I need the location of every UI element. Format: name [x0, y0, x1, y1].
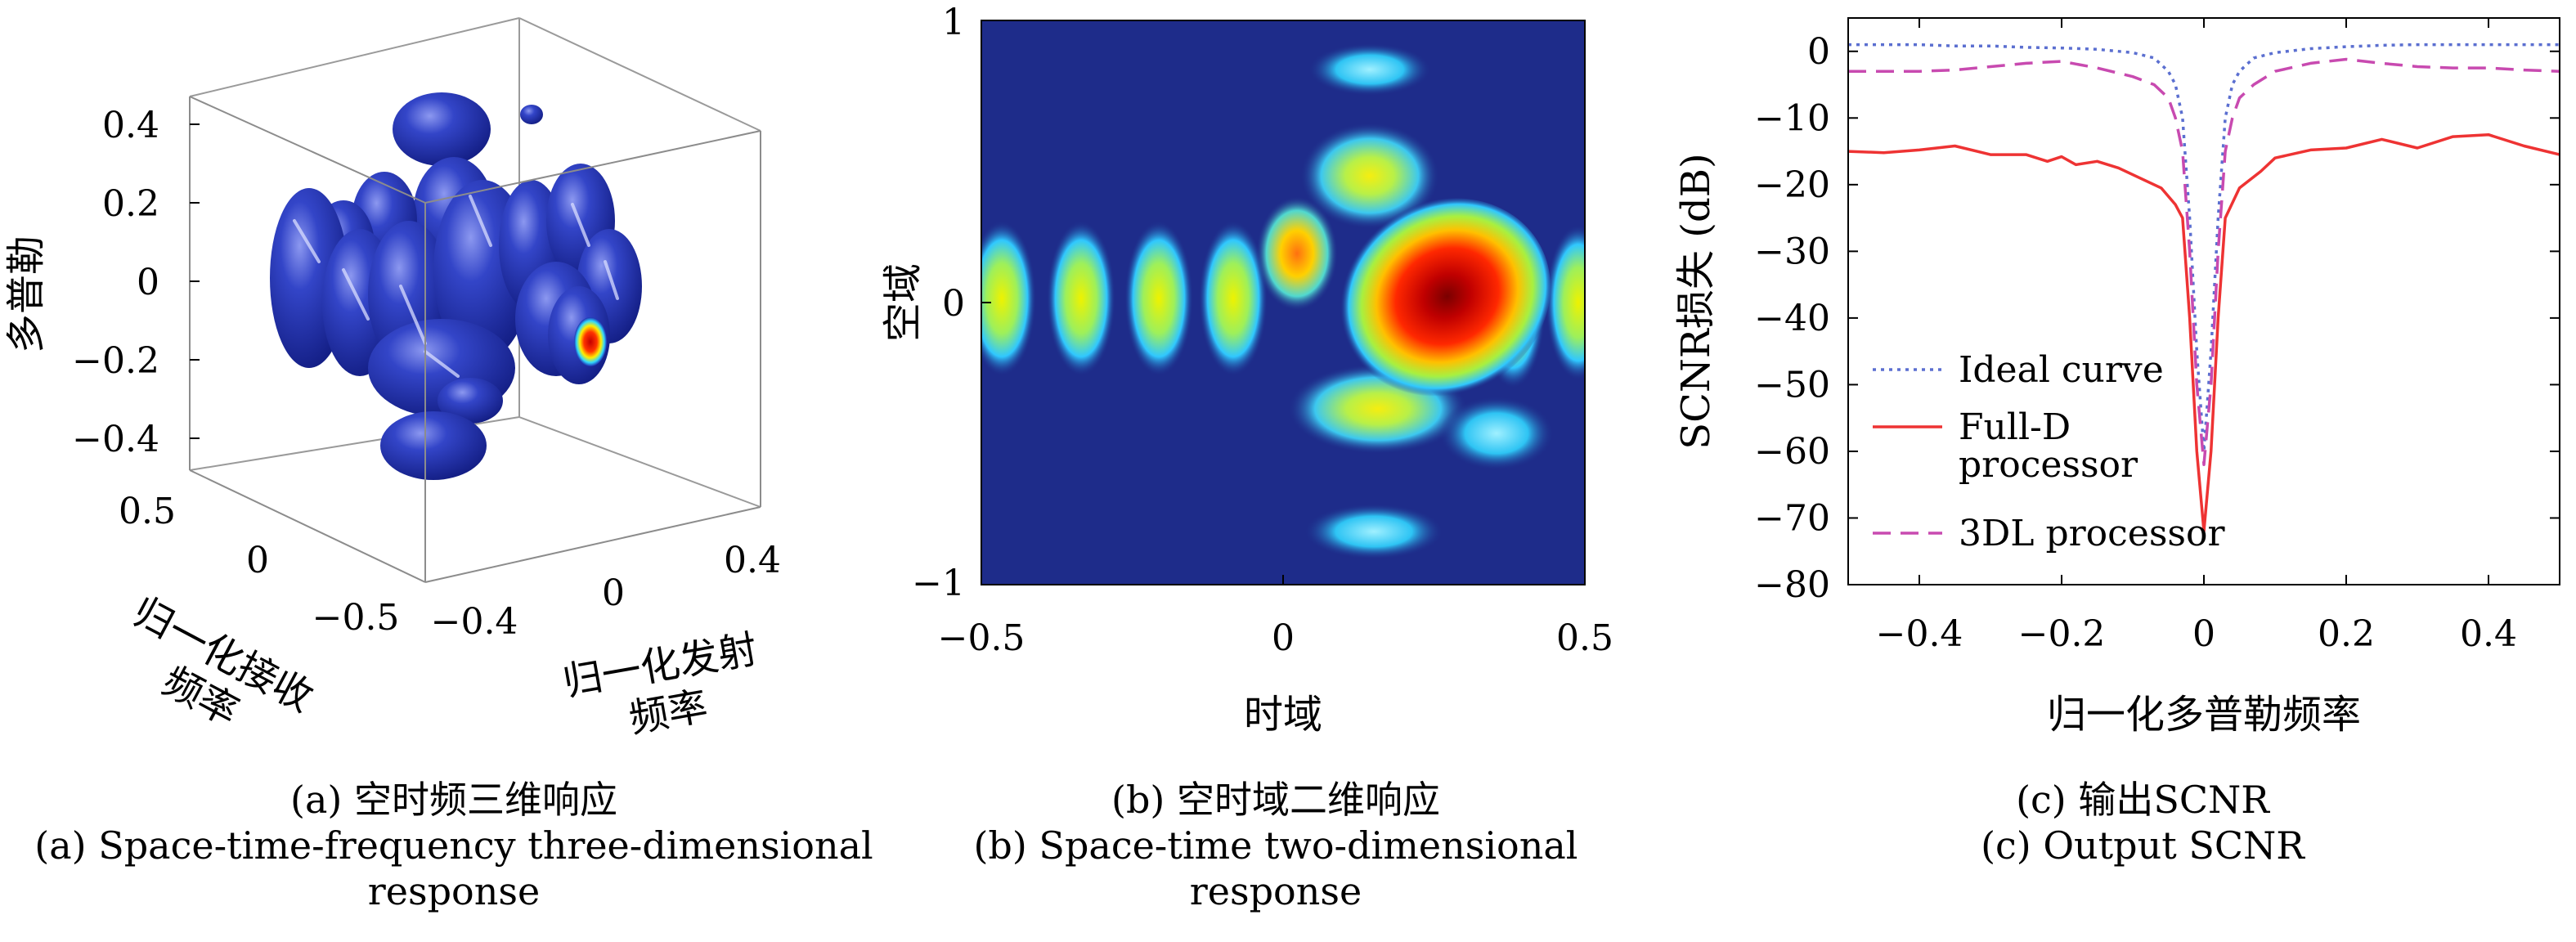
y-tick-label: −40: [1754, 298, 1830, 339]
plot-frame: [1847, 17, 2560, 585]
y-tick-label: −20: [1754, 164, 1830, 206]
caption-cn: (a) 空时频三维响应: [290, 778, 617, 822]
legend-label-1: Ideal curve: [1959, 349, 2164, 391]
x-tick-label: −0.4: [1876, 613, 1963, 655]
series-line-2: [1847, 132, 2560, 533]
x-axis-label: 时域: [1244, 692, 1322, 738]
y-tick-label: 0.4: [724, 540, 781, 581]
y-tick-label: −30: [1754, 231, 1830, 272]
caption-cn: (c) 输出SCNR: [2016, 778, 2269, 822]
legend-label-3: 3DL processor: [1959, 513, 2225, 554]
panel-b-plot: 1 0 −1 −0.5 0 0.5 时域 空域: [880, 2, 1613, 738]
panel-c-plot: 0 −10 −20 −30 −40 −50 −60 −70 −80 −0.4 −0.2 0 0.2 0.4…: [1673, 17, 2560, 738]
z-tick-label: 0.2: [102, 183, 159, 225]
y-axis-label: 空域: [880, 263, 926, 342]
panel-a-plot: 0.4 0.2 0 −0.2 −0.4 0.5 0 −0.5 −0.4 0 0.…: [3, 17, 781, 742]
y-axis-label: SCNR损失 (dB): [1673, 153, 1719, 449]
x-tick-label: 0: [2192, 613, 2215, 655]
z-tick-label: −0.4: [72, 419, 159, 460]
x-tick-label: −0.5: [312, 597, 400, 639]
x-tick-label: −0.5: [938, 617, 1025, 659]
box-front-edges: [189, 96, 761, 583]
y-tick-label: −60: [1754, 431, 1830, 473]
x-tick-label: 0: [1272, 617, 1295, 659]
y-tick-label: −50: [1754, 364, 1830, 406]
panel-a-3d-response: 0.4 0.2 0 −0.2 −0.4 0.5 0 −0.5 −0.4 0 0.…: [0, 0, 908, 942]
series-line-3: [1848, 57, 2560, 466]
caption-cn: (b) 空时域二维响应: [1111, 778, 1440, 822]
panel-c-caption: (c) 输出SCNR (c) Output SCNR: [1717, 777, 2568, 868]
caption-en-line2: response: [1189, 869, 1362, 913]
y-tick-label: 0: [602, 572, 625, 614]
y-tick-label: −1: [912, 563, 965, 604]
series-line-1: [1848, 43, 2560, 453]
z-tick-label: 0.4: [102, 105, 159, 146]
x-tick-label: 0.5: [119, 491, 176, 532]
panel-c-scnr: 0 −10 −20 −30 −40 −50 −60 −70 −80 −0.4 −0.2 0 0.2 0.4…: [1644, 0, 2576, 942]
legend-label-2: processor: [1959, 444, 2138, 486]
y-tick-label: −0.4: [431, 601, 518, 643]
y-tick-label: −10: [1754, 97, 1830, 139]
y-tick-label: 1: [942, 2, 965, 43]
x-axis-label: 归一化多普勒频率: [2047, 692, 2361, 738]
z-tick-label: −0.2: [72, 340, 159, 382]
z-tick-label: 0: [137, 262, 159, 303]
caption-en: (c) Output SCNR: [1981, 823, 2304, 868]
heatmap-lobes: [981, 43, 1585, 559]
y-tick-label: 0: [1807, 31, 1830, 73]
caption-en-line2: response: [367, 869, 541, 913]
caption-en-line1: (a) Space-time-frequency three-dimension…: [34, 823, 873, 868]
x-tick-label: 0.5: [1556, 617, 1613, 659]
caption-en-line1: (b) Space-time two-dimensional: [973, 823, 1578, 868]
y-tick-label: −70: [1754, 497, 1830, 539]
x-tick-label: −0.2: [2018, 613, 2106, 655]
x-tick-label: 0: [246, 540, 269, 581]
panel-b-caption: (b) 空时域二维响应 (b) Space-time two-dimension…: [867, 777, 1685, 914]
panel-a-caption: (a) 空时频三维响应 (a) Space-time-frequency thr…: [0, 777, 908, 914]
x-tick-label: 0.4: [2460, 613, 2517, 655]
legend-label-2: Full-D: [1959, 406, 2071, 448]
y-tick-label: 0: [942, 283, 965, 325]
panel-b-2d-response: 1 0 −1 −0.5 0 0.5 时域 空域 (b) 空时域二维响应 (b) …: [867, 0, 1652, 942]
x-tick-label: 0.2: [2318, 613, 2375, 655]
y-tick-label: −80: [1754, 564, 1830, 606]
z-axis-label: 多普勒: [3, 236, 49, 353]
isosurface-blobs: [270, 92, 642, 480]
